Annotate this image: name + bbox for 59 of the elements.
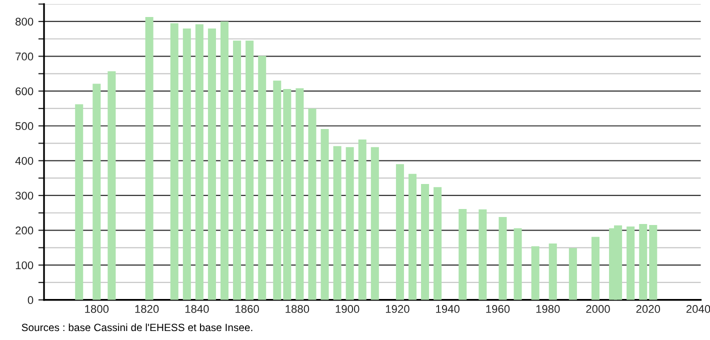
y-tick-label: 700: [16, 52, 34, 60]
x-tick-label: 1800: [85, 305, 109, 313]
x-tick-label: 2040: [686, 305, 710, 313]
x-tick-label: 1940: [436, 305, 460, 313]
bar: [478, 209, 487, 300]
bar: [283, 88, 292, 300]
bar: [182, 28, 191, 300]
bar: [170, 23, 178, 300]
bar: [591, 236, 600, 300]
bar: [358, 139, 366, 300]
x-tick-label: 1980: [536, 305, 560, 313]
bar: [626, 226, 635, 300]
x-tick-label: 1880: [286, 305, 310, 313]
bar: [233, 40, 242, 300]
y-tick-label: 600: [16, 87, 34, 96]
bar: [208, 28, 216, 300]
bar: [498, 217, 507, 300]
bar: [320, 129, 329, 300]
bar: [195, 24, 204, 300]
y-tick-label: 0: [28, 296, 34, 304]
bar: [370, 147, 379, 300]
x-tick-label: 1960: [486, 305, 510, 313]
bar: [308, 108, 316, 300]
x-tick-label: 1820: [135, 305, 159, 313]
bar: [408, 174, 417, 300]
bar: [220, 21, 229, 300]
bar: [346, 147, 354, 300]
y-tick-label: 500: [16, 122, 34, 130]
bar: [568, 248, 577, 300]
x-tick-label: 1840: [185, 305, 209, 313]
y-tick-label: 100: [16, 261, 34, 270]
bar: [92, 84, 101, 300]
y-tick-label: 200: [16, 226, 34, 234]
x-tick-label: 2000: [586, 305, 610, 313]
bar: [514, 228, 522, 300]
y-tick-label: 800: [16, 18, 34, 26]
y-tick-label: 400: [15, 156, 34, 165]
x-tick-label: 1900: [336, 305, 360, 313]
source-note: Sources : base Cassini de l'EHESS et base Insee.: [22, 323, 252, 332]
bar: [649, 225, 658, 300]
bar: [258, 56, 266, 300]
bar: [296, 88, 304, 300]
bar: [639, 224, 648, 300]
bar: [531, 246, 540, 300]
bar: [273, 80, 282, 300]
y-tick-label: 300: [15, 192, 34, 200]
bar: [458, 209, 467, 300]
bar: [396, 164, 404, 300]
bar: [246, 40, 254, 300]
bar: [108, 71, 116, 300]
bar: [333, 146, 342, 300]
bar: [548, 244, 557, 300]
x-tick-label: 2020: [636, 305, 660, 313]
bar: [421, 184, 430, 300]
x-tick-label: 1920: [386, 305, 410, 313]
bar: [145, 16, 154, 300]
bar: [434, 187, 442, 300]
bar: [75, 104, 84, 300]
x-tick-label: 1860: [236, 305, 259, 313]
